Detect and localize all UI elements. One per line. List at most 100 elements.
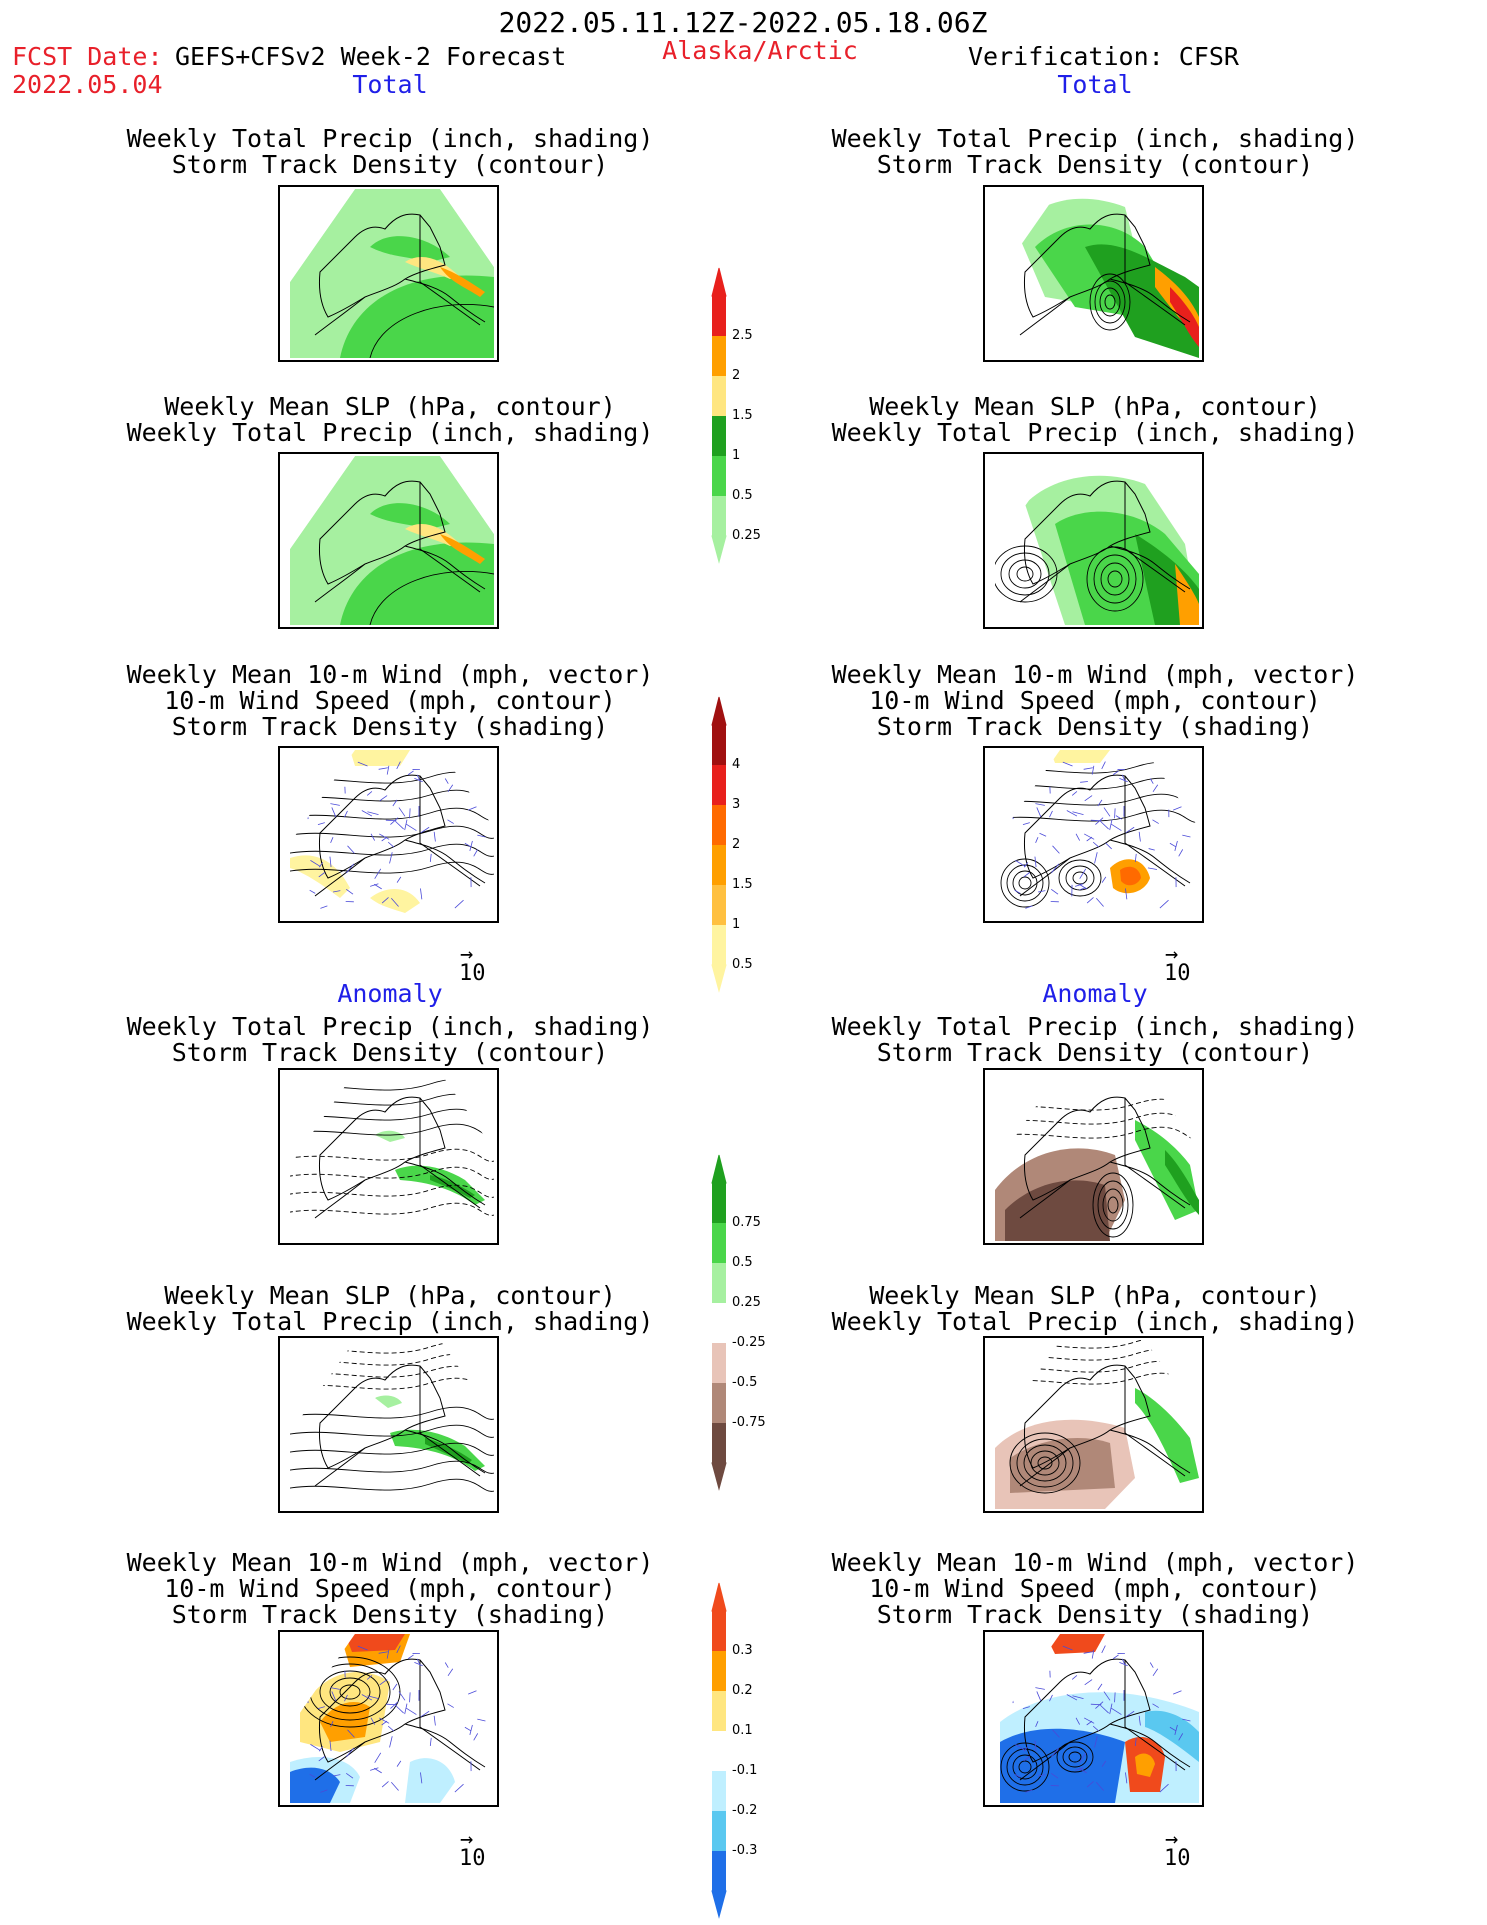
colorbar-tick-label: 0.3 <box>732 1643 753 1658</box>
map-fcst-precip-total <box>278 185 499 362</box>
colorbar-swatch <box>712 1771 726 1811</box>
panel-title-line: Weekly Total Precip (inch, shading) <box>831 1307 1359 1336</box>
colorbar-tick-label: 1.5 <box>732 877 753 892</box>
colorbar-swatch <box>712 296 726 336</box>
colorbar-tick-label: -0.25 <box>732 1335 766 1350</box>
colorbar-swatch <box>712 1383 726 1423</box>
panel-title-line: Weekly Total Precip (inch, shading) <box>831 124 1359 153</box>
colorbar-swatch <box>712 336 726 376</box>
colorbar-tick-label: -0.75 <box>732 1415 766 1430</box>
map-fcst-wind-total <box>278 746 499 923</box>
panel-title-line: Storm Track Density (shading) <box>171 712 609 741</box>
colorbar-precip-anomaly: 0.75 0.5 0.25 -0.25 -0.5 -0.75 <box>711 1154 802 1491</box>
colorbar-swatch <box>712 1691 726 1731</box>
panel-title-line: Storm Track Density (contour) <box>876 1038 1314 1067</box>
colorbar-storm-track-total: 4 3 2 1.5 1 0.5 <box>711 696 802 993</box>
panel-title-line: Weekly Total Precip (inch, shading) <box>126 124 654 153</box>
map-fcst-slp-precip-total <box>278 452 499 629</box>
colorbar-tick-label: 3 <box>732 797 741 812</box>
panel-title-line: Weekly Mean SLP (hPa, contour) <box>869 392 1321 421</box>
map-obs-slp-anomaly <box>983 1336 1204 1513</box>
colorbar-tick-label: -0.2 <box>732 1803 758 1818</box>
vector-reference-arrow: → <box>1165 1827 1179 1852</box>
vector-reference-arrow: → <box>1165 942 1179 967</box>
map-obs-wind-total <box>983 746 1204 923</box>
colorbar-swatch <box>712 1851 726 1891</box>
panel-title-line: Storm Track Density (shading) <box>876 712 1314 741</box>
panel-title-line: Weekly Mean 10-m Wind (mph, vector) <box>831 1548 1359 1577</box>
section-anomaly-left: Anomaly <box>337 979 443 1008</box>
colorbar-swatch <box>712 1183 726 1223</box>
map-fcst-wind-anomaly <box>278 1630 499 1807</box>
panel-title-line: Storm Track Density (contour) <box>171 150 609 179</box>
colorbar-swatch <box>712 416 726 456</box>
map-obs-slp-precip-total <box>983 452 1204 629</box>
section-total-left: Total <box>352 70 428 99</box>
verification-label: Verification: CFSR <box>968 42 1239 71</box>
forecast-model-label: GEFS+CFSv2 Week-2 Forecast <box>175 42 567 71</box>
colorbar-storm-track-anomaly: 0.3 0.2 0.1 -0.1 -0.2 -0.3 <box>711 1582 802 1919</box>
colorbar-tick-label: 0.5 <box>732 957 753 972</box>
colorbar-swatch <box>712 925 726 965</box>
colorbar-tick-label: 1 <box>732 448 741 463</box>
panel-title-line: Weekly Total Precip (inch, shading) <box>126 418 654 447</box>
panel-title-line: Storm Track Density (contour) <box>171 1038 609 1067</box>
vector-reference-label: 10 <box>1164 961 1191 986</box>
vector-reference-arrow: → <box>460 1827 474 1852</box>
colorbar-tick-label: 0.5 <box>732 1255 753 1270</box>
panel-title-line: Weekly Total Precip (inch, shading) <box>831 1012 1359 1041</box>
colorbar-swatch <box>712 1811 726 1851</box>
colorbar-swatch <box>712 1651 726 1691</box>
colorbar-tick-label: 0.2 <box>732 1683 753 1698</box>
panel-title-line: Weekly Mean SLP (hPa, contour) <box>869 1281 1321 1310</box>
panel-title-line: Weekly Total Precip (inch, shading) <box>126 1012 654 1041</box>
panel-title-line: Weekly Mean 10-m Wind (mph, vector) <box>126 1548 654 1577</box>
colorbar-precip-total: 2.5 2 1.5 1 0.5 0.25 <box>711 267 802 564</box>
map-fcst-precip-anomaly <box>278 1068 499 1245</box>
fcst-date-label: FCST Date: <box>12 42 163 71</box>
colorbar-swatch <box>712 1263 726 1303</box>
panel-title-line: Weekly Mean SLP (hPa, contour) <box>164 1281 616 1310</box>
colorbar-tick-label: 4 <box>732 757 741 772</box>
colorbar-swatch <box>712 1223 726 1263</box>
panel-title-line: Weekly Total Precip (inch, shading) <box>126 1307 654 1336</box>
colorbar-tick-label: 0.25 <box>732 1295 761 1310</box>
map-obs-precip-total <box>983 185 1204 362</box>
colorbar-swatch <box>712 885 726 925</box>
colorbar-swatch <box>712 765 726 805</box>
date-range-title: 2022.05.11.12Z-2022.05.18.06Z <box>498 6 988 39</box>
section-total-right: Total <box>1057 70 1133 99</box>
panel-title-line: 10-m Wind Speed (mph, contour) <box>869 686 1321 715</box>
map-fcst-slp-anomaly <box>278 1336 499 1513</box>
colorbar-swatch <box>712 845 726 885</box>
colorbar-swatch <box>712 805 726 845</box>
colorbar-tick-label: 2 <box>732 368 741 383</box>
colorbar-tick-label: 0.75 <box>732 1215 761 1230</box>
colorbar-swatch <box>712 376 726 416</box>
panel-title-line: Weekly Mean 10-m Wind (mph, vector) <box>831 660 1359 689</box>
colorbar-swatch <box>712 725 726 765</box>
panel-title-line: Storm Track Density (shading) <box>876 1600 1314 1629</box>
colorbar-tick-label: -0.3 <box>732 1843 758 1858</box>
panel-title-line: Weekly Mean 10-m Wind (mph, vector) <box>126 660 654 689</box>
panel-title-line: Storm Track Density (shading) <box>171 1600 609 1629</box>
panel-title-line: Storm Track Density (contour) <box>876 150 1314 179</box>
colorbar-tick-label: -0.5 <box>732 1375 758 1390</box>
colorbar-swatch <box>712 456 726 496</box>
colorbar-swatch <box>712 1343 726 1383</box>
vector-reference-label: 10 <box>459 1846 486 1871</box>
colorbar-tick-label: 1.5 <box>732 408 753 423</box>
colorbar-tick-label: 0.25 <box>732 528 761 543</box>
colorbar-tick-label: -0.1 <box>732 1763 758 1778</box>
colorbar-tick-label: 0.1 <box>732 1723 753 1738</box>
panel-title-line: 10-m Wind Speed (mph, contour) <box>869 1574 1321 1603</box>
panel-title-line: 10-m Wind Speed (mph, contour) <box>164 686 616 715</box>
map-obs-precip-anomaly <box>983 1068 1204 1245</box>
map-obs-wind-anomaly <box>983 1630 1204 1807</box>
colorbar-swatch <box>712 1423 726 1463</box>
vector-reference-label: 10 <box>459 961 486 986</box>
vector-reference-label: 10 <box>1164 1846 1191 1871</box>
panel-title-line: 10-m Wind Speed (mph, contour) <box>164 1574 616 1603</box>
colorbar-tick-label: 0.5 <box>732 488 753 503</box>
section-anomaly-right: Anomaly <box>1042 979 1148 1008</box>
